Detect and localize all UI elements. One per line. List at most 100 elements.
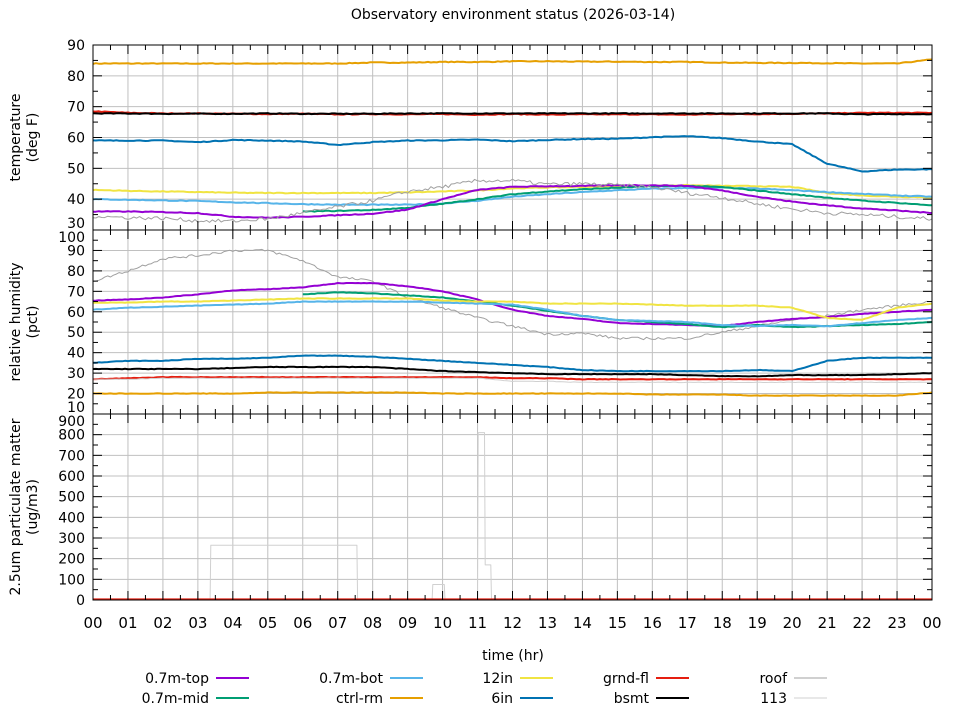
legend-item-12in: 12in — [482, 671, 553, 687]
legend-label: 6in — [491, 691, 513, 707]
y-axis-label: (deg F) — [25, 113, 41, 163]
y-tick-label: 30 — [67, 366, 85, 382]
y-tick-label: 500 — [58, 490, 85, 506]
y-tick-label: 0 — [76, 593, 85, 609]
y-tick-label: 300 — [58, 531, 85, 547]
x-tick-label: 09 — [398, 614, 417, 632]
x-tick-label: 04 — [223, 614, 242, 632]
x-tick-label: 05 — [258, 614, 277, 632]
y-axis-label: temperature — [8, 94, 24, 182]
series-line-6in — [93, 135, 932, 173]
x-tick-label: 12 — [503, 614, 522, 632]
y-tick-label: 90 — [67, 243, 85, 259]
series-group — [93, 248, 932, 397]
x-tick-label: 18 — [713, 614, 732, 632]
series-line-113 — [93, 432, 932, 600]
x-tick-label: 16 — [643, 614, 662, 632]
x-tick-label: 03 — [188, 614, 207, 632]
y-tick-label: 30 — [67, 216, 85, 232]
x-tick-label: 13 — [538, 614, 557, 632]
x-tick-label: 11 — [468, 614, 487, 632]
series-line-0.7m-top — [93, 282, 932, 328]
series-line-ctrl-rm — [93, 391, 932, 397]
x-axis-label: time (hr) — [482, 648, 544, 664]
panel-0: 30 40 50 60 70 80 90 temperature (deg F) — [8, 38, 933, 232]
y-tick-label: 80 — [67, 264, 85, 280]
y-tick-label: 10 — [67, 400, 85, 416]
y-tick-label: 60 — [67, 305, 85, 321]
series-line-roof — [93, 178, 932, 223]
legend-item-ctrl-rm: ctrl-rm — [336, 691, 423, 707]
legend-label: 113 — [760, 691, 787, 707]
chart-title: Observatory environment status (2026-03-… — [351, 7, 675, 23]
x-tick-label: 23 — [887, 614, 906, 632]
y-tick-label: 70 — [67, 100, 85, 116]
y-tick-label: 20 — [67, 387, 85, 403]
legend-label: roof — [759, 671, 788, 687]
y-axis-label: 2.5um particulate matter — [8, 418, 24, 595]
series-line-6in — [93, 354, 932, 373]
series-line-bsmt — [93, 112, 932, 116]
x-tick-label: 00 — [83, 614, 102, 632]
series-line-ctrl-rm — [93, 58, 932, 65]
y-axis-label: (ug/m3) — [25, 479, 41, 535]
legend-label: 12in — [482, 671, 513, 687]
x-tick-label: 06 — [293, 614, 312, 632]
x-tick-label: 17 — [678, 614, 697, 632]
x-tick-label: 10 — [433, 614, 452, 632]
x-tick-label: 07 — [328, 614, 347, 632]
x-tick-label: 01 — [118, 614, 137, 632]
legend-item-bsmt: bsmt — [614, 691, 689, 707]
x-tick-label: 08 — [363, 614, 382, 632]
x-tick-label: 22 — [853, 614, 872, 632]
y-tick-label: 60 — [67, 131, 85, 147]
y-tick-label: 80 — [67, 69, 85, 85]
series-group — [93, 58, 932, 223]
series-line-0.7m-top — [93, 184, 932, 219]
y-axis-label: (pct) — [25, 306, 41, 339]
series-line-12in — [93, 297, 932, 321]
series-line-0.7m-bot — [93, 186, 932, 207]
y-tick-label: 400 — [58, 510, 85, 526]
y-tick-label: 40 — [67, 192, 85, 208]
legend-label: grnd-fl — [603, 671, 649, 687]
legend-item-0.7m-bot: 0.7m-bot — [319, 671, 423, 687]
legend-label: bsmt — [614, 691, 650, 707]
series-line-grnd-fl — [93, 375, 932, 381]
x-tick-label: 15 — [608, 614, 627, 632]
y-tick-label: 600 — [58, 469, 85, 485]
series-line-bsmt — [93, 365, 932, 378]
y-tick-label: 900 — [58, 414, 85, 430]
y-tick-label: 40 — [67, 346, 85, 362]
x-tick-label: 00 — [922, 614, 941, 632]
y-tick-label: 70 — [67, 284, 85, 300]
x-tick-label: 21 — [818, 614, 837, 632]
legend-item-roof: roof — [759, 671, 827, 687]
legend: 0.7m-top 0.7m-mid 0.7m-bot ctrl-rm 12in 6in gr… — [142, 671, 827, 707]
x-tick-label: 20 — [783, 614, 802, 632]
x-tick-label: 19 — [748, 614, 767, 632]
series-line-roof — [93, 248, 932, 341]
legend-label: ctrl-rm — [336, 691, 383, 707]
legend-item-113: 113 — [760, 691, 827, 707]
legend-label: 0.7m-bot — [319, 671, 383, 687]
series-line-12in — [93, 183, 932, 199]
legend-item-grnd-fl: grnd-fl — [603, 671, 689, 687]
y-tick-label: 800 — [58, 428, 85, 444]
y-tick-label: 700 — [58, 448, 85, 464]
y-tick-label: 100 — [58, 230, 85, 246]
series-line-113 — [93, 377, 932, 384]
legend-item-6in: 6in — [491, 691, 553, 707]
y-tick-label: 50 — [67, 161, 85, 177]
legend-item-0.7m-mid: 0.7m-mid — [142, 691, 249, 707]
x-tick-labels: 00 01 02 03 04 05 06 07 08 09 10 11 12 13 14 15 16 17 18 19… — [83, 614, 941, 632]
legend-label: 0.7m-mid — [142, 691, 209, 707]
legend-item-0.7m-top: 0.7m-top — [145, 671, 249, 687]
legend-label: 0.7m-top — [145, 671, 209, 687]
series-line-0.7m-bot — [93, 300, 932, 328]
y-axis-label: relative humidity — [8, 262, 24, 381]
y-tick-label: 50 — [67, 325, 85, 341]
